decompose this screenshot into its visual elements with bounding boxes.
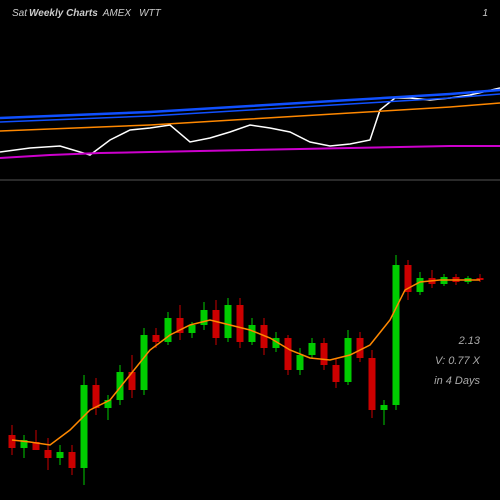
indicator-panel bbox=[0, 70, 500, 190]
candlestick-chart bbox=[0, 230, 500, 490]
annotation-volume: V: 0.77 X bbox=[435, 355, 480, 367]
title-main: Weekly Charts bbox=[29, 8, 98, 19]
chart-header: Sat Weekly Charts AMEX WTT 1 bbox=[12, 8, 488, 19]
price-panel bbox=[0, 230, 500, 490]
annotation-value: 2.13 bbox=[459, 335, 480, 347]
exchange: AMEX bbox=[103, 8, 131, 19]
title-prefix: Sat bbox=[12, 8, 27, 19]
indicator-chart bbox=[0, 70, 500, 190]
page-number: 1 bbox=[482, 8, 488, 19]
annotation-days: in 4 Days bbox=[434, 375, 480, 387]
symbol: WTT bbox=[139, 8, 161, 19]
